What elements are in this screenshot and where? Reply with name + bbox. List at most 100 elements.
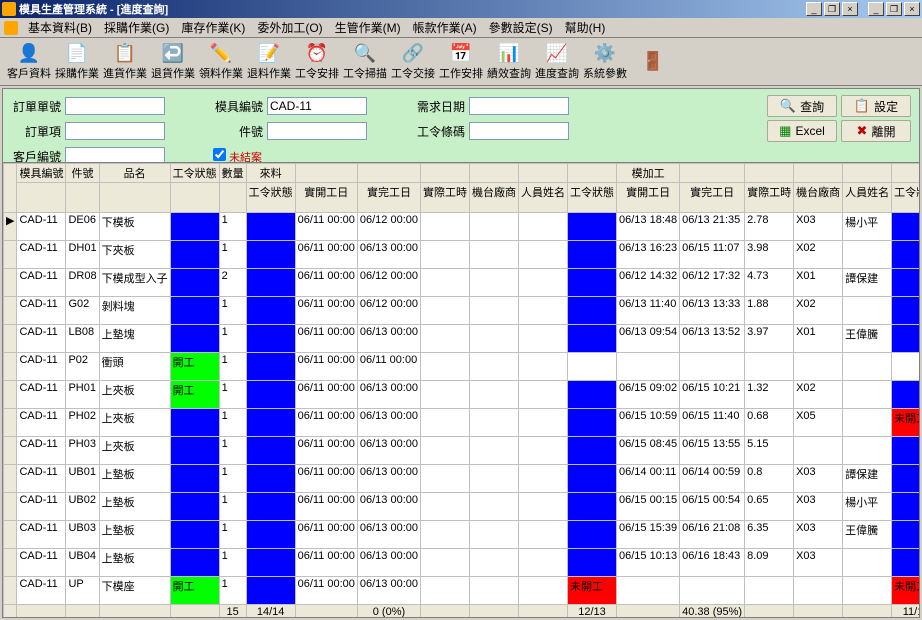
cell[interactable]: 06/13 13:33 xyxy=(680,297,745,325)
cell[interactable]: 06/12 17:32 xyxy=(680,269,745,297)
cell[interactable] xyxy=(568,493,617,521)
cell[interactable] xyxy=(421,241,470,269)
cell[interactable]: X05 xyxy=(794,409,843,437)
column-group-header[interactable] xyxy=(680,164,745,183)
cell[interactable]: 06/15 10:13 xyxy=(617,549,680,577)
cell[interactable] xyxy=(421,437,470,465)
cell[interactable]: 06/13 00:00 xyxy=(357,493,420,521)
cell[interactable] xyxy=(421,493,470,521)
cell[interactable]: 06/11 00:00 xyxy=(295,577,357,605)
cell[interactable]: 06/13 00:00 xyxy=(357,381,420,409)
cell[interactable] xyxy=(568,325,617,353)
menu-item[interactable]: 基本資料(B) xyxy=(22,17,98,38)
cell[interactable]: 未開工 xyxy=(892,409,920,437)
close-panel-button[interactable]: ✖離開 xyxy=(841,120,911,142)
cell[interactable]: 06/13 18:48 xyxy=(617,213,680,241)
table-row[interactable]: CAD-11UP下模座開工106/11 00:0006/13 00:00未開工未… xyxy=(4,577,921,605)
cell[interactable]: 06/13 21:35 xyxy=(680,213,745,241)
table-row[interactable]: CAD-11DH01下夾板106/11 00:0006/13 00:0006/1… xyxy=(4,241,921,269)
cell[interactable] xyxy=(519,241,568,269)
cell[interactable]: 06/11 00:00 xyxy=(295,409,357,437)
cell[interactable]: 1 xyxy=(219,549,246,577)
cell[interactable] xyxy=(568,409,617,437)
column-header[interactable]: 人員姓名 xyxy=(843,183,892,213)
cell[interactable]: 1 xyxy=(219,577,246,605)
cell[interactable] xyxy=(745,577,794,605)
cell[interactable]: 06/16 21:08 xyxy=(680,521,745,549)
cell[interactable]: 3.97 xyxy=(745,325,794,353)
cell[interactable]: 06/13 00:00 xyxy=(357,241,420,269)
column-group-header[interactable]: 來料 xyxy=(246,164,295,183)
cell[interactable] xyxy=(421,521,470,549)
cell[interactable]: 06/11 00:00 xyxy=(295,269,357,297)
toolbar-button[interactable]: 🚪 xyxy=(630,40,676,84)
toolbar-button[interactable]: ✏️領料作業 xyxy=(198,40,244,84)
menu-item[interactable]: 委外加工(O) xyxy=(251,17,328,38)
cell[interactable] xyxy=(170,325,219,353)
cell[interactable]: 楊小平 xyxy=(843,213,892,241)
cell[interactable] xyxy=(421,577,470,605)
cell[interactable]: 0.8 xyxy=(745,465,794,493)
cell[interactable]: X01 xyxy=(794,269,843,297)
cell[interactable] xyxy=(892,549,920,577)
cell[interactable]: 8.09 xyxy=(745,549,794,577)
cell[interactable]: CAD-11 xyxy=(17,493,66,521)
cell[interactable]: UP xyxy=(66,577,99,605)
cell[interactable] xyxy=(617,353,680,381)
cell[interactable]: 上夾板 xyxy=(99,381,170,409)
cell[interactable] xyxy=(843,577,892,605)
column-header[interactable] xyxy=(170,183,219,213)
table-row[interactable]: CAD-11PH01上夾板開工106/11 00:0006/13 00:0006… xyxy=(4,381,921,409)
cell[interactable] xyxy=(843,381,892,409)
cell[interactable]: CAD-11 xyxy=(17,381,66,409)
cell[interactable]: 06/12 00:00 xyxy=(357,269,420,297)
column-group-header[interactable]: 工令狀態 xyxy=(170,164,219,183)
cell[interactable]: 下模成型入子 xyxy=(99,269,170,297)
cell[interactable]: 楊小平 xyxy=(843,493,892,521)
column-header[interactable]: 實完工日 xyxy=(680,183,745,213)
cell[interactable] xyxy=(568,381,617,409)
cell[interactable]: G02 xyxy=(66,297,99,325)
cell[interactable] xyxy=(568,353,617,381)
cell[interactable] xyxy=(519,213,568,241)
cell[interactable]: 1 xyxy=(219,521,246,549)
cell[interactable]: 2.78 xyxy=(745,213,794,241)
cell[interactable]: 06/12 14:32 xyxy=(617,269,680,297)
cell[interactable]: 06/15 00:15 xyxy=(617,493,680,521)
table-row[interactable]: CAD-11UB04上墊板106/11 00:0006/13 00:0006/1… xyxy=(4,549,921,577)
cell[interactable]: 上墊板 xyxy=(99,465,170,493)
cell[interactable]: 06/15 13:55 xyxy=(680,437,745,465)
cell[interactable]: 06/13 00:00 xyxy=(357,437,420,465)
toolbar-button[interactable]: 🔗工令交接 xyxy=(390,40,436,84)
cell[interactable] xyxy=(170,409,219,437)
cell[interactable] xyxy=(421,269,470,297)
toolbar-button[interactable]: 👤客戶資料 xyxy=(6,40,52,84)
cell[interactable]: 6.35 xyxy=(745,521,794,549)
input-partno[interactable] xyxy=(267,122,367,140)
cell[interactable]: X03 xyxy=(794,549,843,577)
cell[interactable]: CAD-11 xyxy=(17,269,66,297)
cell[interactable] xyxy=(470,241,519,269)
cell[interactable]: 06/11 00:00 xyxy=(295,493,357,521)
cell[interactable]: 1 xyxy=(219,353,246,381)
cell[interactable]: PH03 xyxy=(66,437,99,465)
cell[interactable]: CAD-11 xyxy=(17,577,66,605)
column-group-header[interactable] xyxy=(295,164,357,183)
column-group-header[interactable] xyxy=(745,164,794,183)
cell[interactable] xyxy=(246,325,295,353)
cell[interactable]: 上墊板 xyxy=(99,521,170,549)
toolbar-button[interactable]: 📄採購作業 xyxy=(54,40,100,84)
column-group-header[interactable]: 模具編號 xyxy=(17,164,66,183)
cell[interactable]: X03 xyxy=(794,213,843,241)
cell[interactable] xyxy=(519,325,568,353)
cell[interactable] xyxy=(421,409,470,437)
cell[interactable] xyxy=(843,241,892,269)
menu-item[interactable]: 幫助(H) xyxy=(559,17,612,38)
cell[interactable]: 2 xyxy=(219,269,246,297)
column-header[interactable]: 工令狀態 xyxy=(568,183,617,213)
column-header[interactable] xyxy=(66,183,99,213)
checkbox-unfinished[interactable] xyxy=(213,148,226,161)
column-group-header[interactable] xyxy=(421,164,470,183)
cell[interactable] xyxy=(892,325,920,353)
cell[interactable]: 上墊板 xyxy=(99,493,170,521)
